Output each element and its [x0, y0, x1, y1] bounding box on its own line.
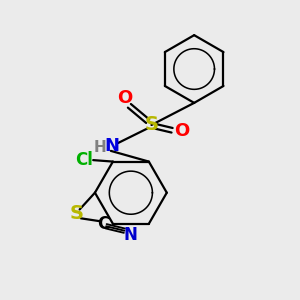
Text: Cl: Cl [75, 151, 93, 169]
Text: N: N [124, 226, 138, 244]
Text: N: N [105, 136, 120, 154]
Text: O: O [175, 122, 190, 140]
Text: H: H [94, 140, 106, 155]
Text: S: S [70, 204, 84, 224]
Text: O: O [117, 88, 133, 106]
Text: S: S [145, 116, 158, 134]
Text: C: C [97, 215, 109, 233]
